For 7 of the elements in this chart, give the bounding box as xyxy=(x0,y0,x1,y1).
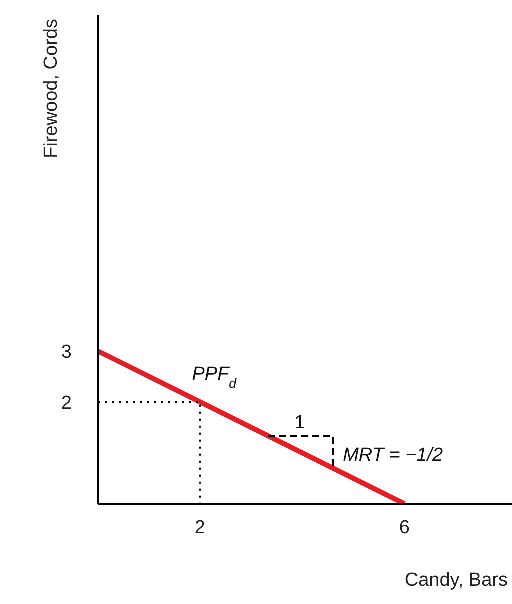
x-tick-label: 6 xyxy=(399,517,410,538)
y-axis-title: Firewood, Cords xyxy=(40,19,62,158)
annotation: 1 xyxy=(294,412,306,434)
x-axis-title: Candy, Bars xyxy=(404,570,508,591)
y-tick-label: 3 xyxy=(61,342,72,363)
annotation: PPF$_{d}$ xyxy=(192,364,238,391)
annotation: MRT = −1/2 xyxy=(343,445,444,466)
